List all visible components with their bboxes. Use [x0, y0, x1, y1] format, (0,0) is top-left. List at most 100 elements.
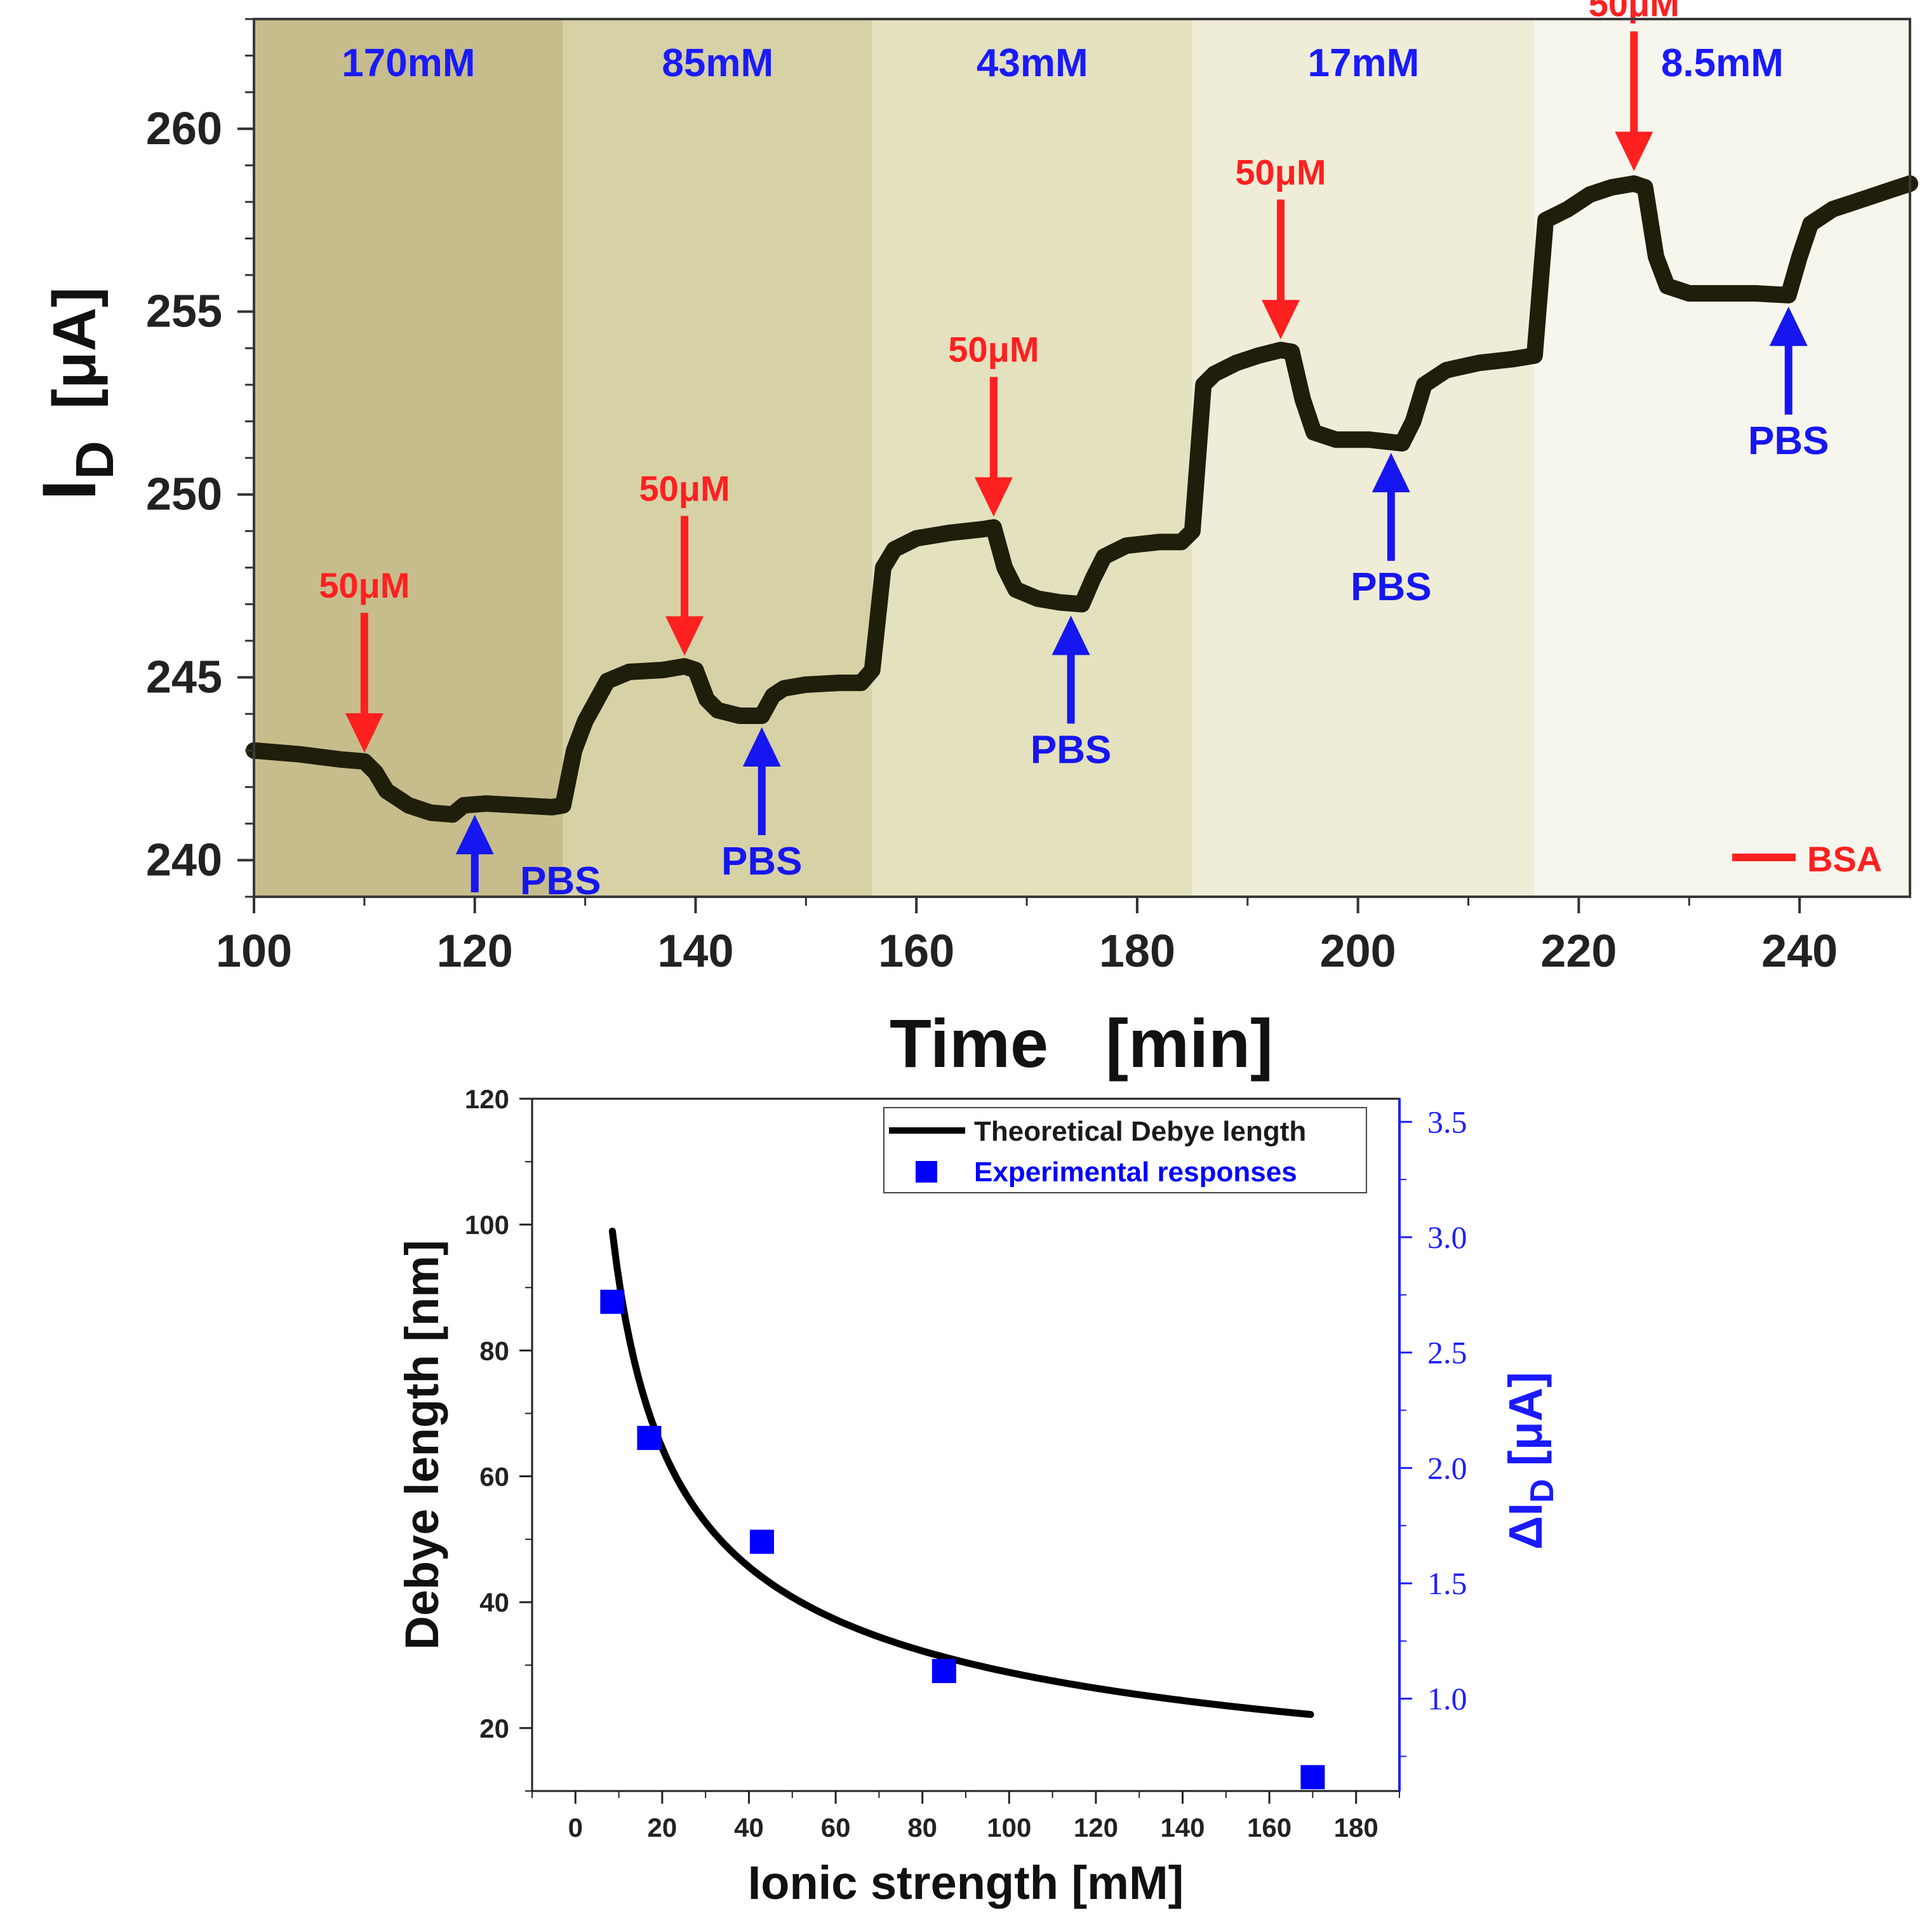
- y2-label-sub: D: [1524, 1479, 1561, 1503]
- annotation-6: PBS: [721, 727, 803, 883]
- top-axis-ticks: 100 120 140 160 180 200 220 240 240 245 250 255 260: [146, 18, 1838, 977]
- x-tick-label: 160: [1247, 1813, 1292, 1842]
- x-tick-label: 60: [821, 1813, 851, 1842]
- annotation-arrow-head: [742, 727, 781, 767]
- x-tick-label: 80: [907, 1813, 937, 1842]
- y-tick-label: 20: [479, 1714, 509, 1743]
- y-tick-label: 250: [146, 469, 222, 520]
- top-chart: 170mM 85mM 43mM 17mM 8.5mM 50μM50μM50μM50μM5…: [27, 0, 1918, 1082]
- annotation-3: 50μM: [1235, 152, 1326, 340]
- y2-tick-label: 2.0: [1427, 1450, 1467, 1486]
- region-label-1: 85mM: [662, 41, 773, 85]
- bottom-plot-frame: [531, 1097, 1401, 1792]
- experimental-point-3: [931, 1659, 956, 1684]
- theoretical-debye-curve: [608, 1228, 1314, 1718]
- experimental-points: [600, 1289, 1325, 1790]
- y2-label-main: ΔI: [1499, 1503, 1552, 1550]
- annotation-arrow-head: [665, 616, 704, 656]
- x-tick-label: 140: [1160, 1813, 1205, 1842]
- x-tick-label: 140: [657, 926, 733, 977]
- top-x-axis-label: Time [min]: [890, 1005, 1273, 1082]
- region-label-0: 170mM: [342, 41, 475, 85]
- region-label-4: 8.5mM: [1661, 41, 1784, 85]
- region-2: [872, 19, 1192, 897]
- annotation-label: PBS: [1351, 565, 1431, 609]
- annotation-label: 50μM: [1235, 152, 1326, 192]
- y2-tick-label: 2.5: [1427, 1335, 1467, 1371]
- annotation-arrow-head: [1615, 131, 1653, 171]
- annotation-label: 50μM: [639, 468, 730, 508]
- y-tick-label: 240: [146, 835, 222, 885]
- x-tick-label: 40: [734, 1813, 764, 1842]
- annotation-label: PBS: [1031, 728, 1111, 772]
- x-tick-label: 120: [437, 926, 513, 977]
- region-0: [254, 19, 563, 897]
- bottom-x-axis-label: Ionic strength [mM]: [748, 1856, 1184, 1909]
- legend-experimental-label: Experimental responses: [974, 1157, 1297, 1188]
- y-tick-label: 40: [479, 1588, 509, 1618]
- experimental-point-2: [749, 1529, 774, 1554]
- bottom-y2-axis-label: ΔID [μA]: [1499, 1372, 1561, 1550]
- annotation-2: 50μM: [948, 330, 1039, 517]
- x-tick-label: 220: [1540, 926, 1617, 977]
- series-line-bsa: [246, 175, 1918, 823]
- annotation-arrow-head: [1261, 300, 1300, 340]
- annotation-arrow-head: [1372, 453, 1410, 493]
- annotation-label: 50μM: [948, 330, 1039, 370]
- x-tick-label: 20: [648, 1813, 677, 1842]
- y-tick-label: 120: [465, 1084, 509, 1114]
- x-tick-label: 100: [987, 1813, 1031, 1842]
- annotation-arrow-head: [974, 477, 1013, 517]
- y-tick-label: 100: [465, 1210, 509, 1240]
- top-y-label-main: I: [27, 480, 112, 500]
- y2-label-unit: [μA]: [1499, 1372, 1552, 1479]
- top-legend: BSA: [1732, 839, 1882, 879]
- region-labels: 170mM 85mM 43mM 17mM 8.5mM: [342, 41, 1784, 85]
- y2-tick-label: 1.5: [1427, 1566, 1467, 1601]
- x-tick-label: 200: [1320, 926, 1396, 977]
- region-1: [563, 19, 872, 897]
- y2-tick-label: 3.0: [1427, 1219, 1467, 1255]
- annotation-9: PBS: [1748, 306, 1829, 463]
- annotation-arrow-head: [1051, 615, 1090, 655]
- x-tick-label: 0: [568, 1813, 583, 1842]
- top-y-axis-label: ID [μA]: [27, 287, 124, 500]
- annotation-0: 50μM: [319, 565, 410, 753]
- legend-theoretical-label: Theoretical Debye length: [974, 1116, 1306, 1147]
- experimental-point-0: [600, 1289, 625, 1314]
- x-tick-label: 180: [1099, 926, 1175, 977]
- y-tick-label: 60: [479, 1462, 509, 1492]
- annotation-arrow-head: [455, 815, 494, 855]
- annotation-label: PBS: [1748, 419, 1829, 463]
- x-tick-label: 100: [216, 926, 292, 977]
- x-tick-label: 120: [1074, 1813, 1118, 1842]
- annotation-arrow-head: [345, 713, 384, 753]
- experimental-point-1: [637, 1426, 662, 1451]
- legend-experimental-swatch: [916, 1161, 937, 1183]
- top-y-label-sub: D: [65, 441, 124, 480]
- bottom-axis-ticks: 0 20 40 60 80 100 120 140 160 180 20 40 60 80 100 120 1.…: [465, 1084, 1467, 1842]
- legend-bsa-label: BSA: [1807, 839, 1882, 879]
- x-tick-label: 160: [878, 926, 954, 977]
- region-4: [1534, 19, 1910, 897]
- bottom-y-axis-label: Debye length [nm]: [396, 1240, 448, 1649]
- svg-text:ID[μA]: ID [μA]: [27, 287, 124, 500]
- annotation-label: PBS: [721, 840, 802, 883]
- annotation-arrow-head: [1769, 306, 1808, 346]
- y-tick-label: 255: [146, 286, 222, 337]
- svg-text:ΔID [μA]: ΔID [μA]: [1499, 1372, 1561, 1550]
- y-tick-label: 80: [479, 1336, 509, 1365]
- annotation-1: 50μM: [639, 468, 730, 656]
- current-trace: [246, 175, 1918, 823]
- experimental-point-4: [1300, 1765, 1325, 1790]
- bottom-chart: 0 20 40 60 80 100 120 140 160 180 20 40 60 80 100 120 1.…: [396, 1084, 1561, 1909]
- annotation-8: PBS: [1351, 453, 1432, 609]
- region-3: [1192, 19, 1535, 897]
- legend-box: [883, 1107, 1367, 1193]
- ionic-strength-regions: [254, 19, 1910, 897]
- y-tick-label: 260: [146, 104, 222, 154]
- region-label-3: 17mM: [1307, 41, 1419, 85]
- x-tick-label: 180: [1334, 1813, 1378, 1842]
